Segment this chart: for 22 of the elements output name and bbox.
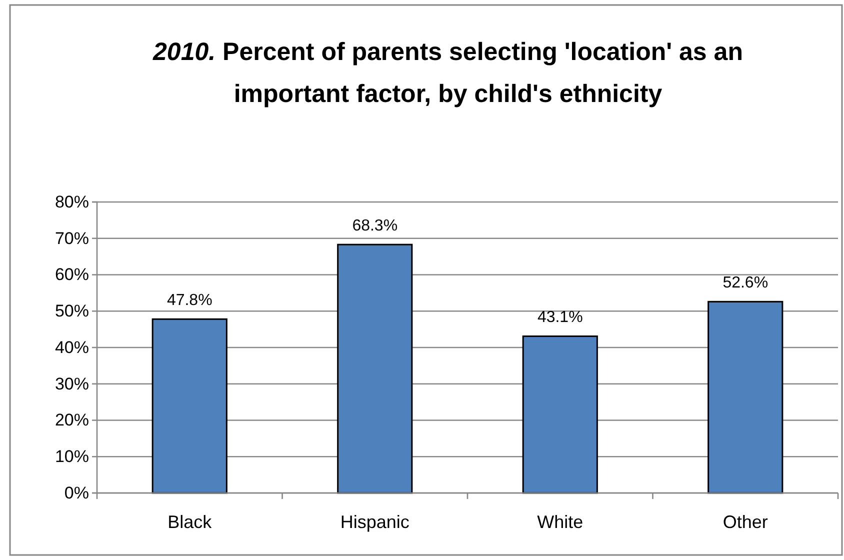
data-label: 43.1% (537, 309, 583, 326)
data-label: 47.8% (166, 292, 212, 310)
y-tick-label: 60% (54, 265, 89, 284)
x-tick-label: White (537, 512, 584, 532)
data-label: 52.6% (722, 274, 768, 292)
bar (708, 300, 784, 494)
y-tick-label: 40% (54, 338, 89, 357)
y-tick-label: 80% (54, 192, 89, 212)
y-tick-label: 30% (54, 374, 89, 394)
bar (152, 318, 228, 494)
x-tick-label: Black (168, 512, 213, 532)
bar (522, 335, 598, 494)
data-label: 68.3% (352, 218, 398, 235)
y-tick-label: 0% (64, 483, 89, 502)
y-tick-label: 50% (54, 302, 89, 321)
y-tick-label: 20% (54, 410, 89, 430)
x-tick-label: Hispanic (340, 512, 410, 532)
y-tick-label: 70% (54, 228, 89, 248)
bar (337, 244, 413, 494)
x-tick-label: Other (722, 512, 768, 532)
chart-title: 2010. Percent of parents selecting 'location' as an important factor, by child's ethnicity (153, 38, 743, 108)
y-tick-label: 10% (54, 447, 89, 466)
